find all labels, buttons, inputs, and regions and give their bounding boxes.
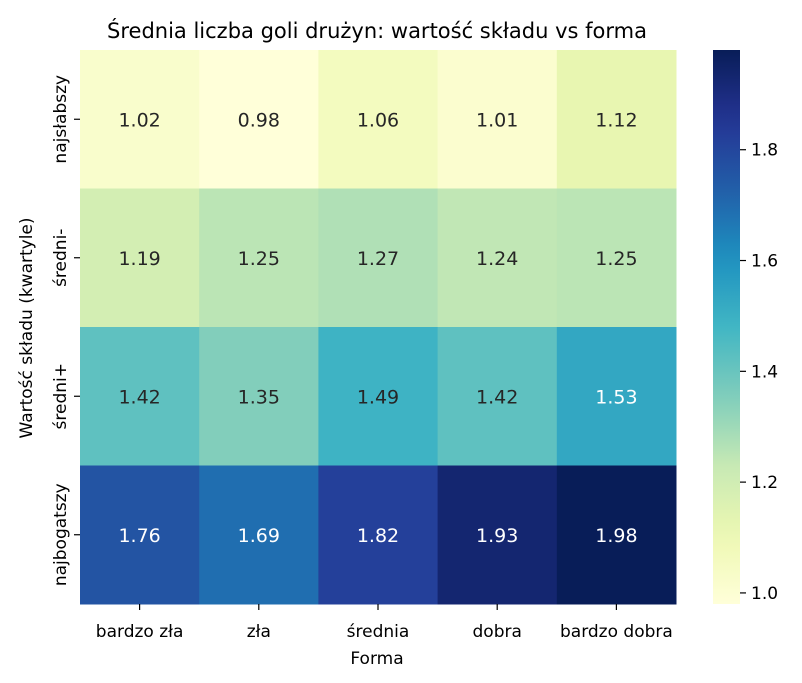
cell-value-label: 0.98 <box>238 109 280 131</box>
heatmap-cell <box>556 188 677 328</box>
y-tick-label: średni+ <box>51 363 71 429</box>
heatmap-cell <box>199 50 319 189</box>
cell-value-label: 1.25 <box>238 248 280 270</box>
colorbar-gradient <box>713 50 740 604</box>
heatmap-cell <box>80 465 200 605</box>
cell-value-label: 1.02 <box>118 109 160 131</box>
x-axis-label: Forma <box>350 649 403 669</box>
colorbar-tick-label: 1.4 <box>751 362 778 382</box>
y-axis-label: Wartość składu (kwartyle) <box>17 217 37 438</box>
cell-value-label: 1.12 <box>595 109 637 131</box>
chart-title: Średnia liczba goli drużyn: wartość skła… <box>107 18 647 43</box>
x-tick-label: bardzo zła <box>96 622 184 642</box>
heatmap-cell <box>80 50 200 189</box>
cell-value-label: 1.93 <box>476 525 518 547</box>
cell-value-label: 1.27 <box>357 248 399 270</box>
cell-value-label: 1.69 <box>238 525 280 547</box>
colorbar-tick-label: 1.8 <box>751 141 778 161</box>
cell-value-label: 1.42 <box>476 386 518 408</box>
cell-value-label: 1.49 <box>357 386 399 408</box>
colorbar-tick-label: 1.2 <box>751 473 778 493</box>
heatmap-cell <box>80 188 200 328</box>
colorbar-tick-label: 1.0 <box>751 584 778 604</box>
heatmap-cell <box>318 188 439 328</box>
cell-value-label: 1.19 <box>118 248 160 270</box>
heatmap-cell <box>437 327 558 466</box>
y-tick-label: najsłabszy <box>51 75 71 164</box>
heatmap-cell <box>437 465 558 605</box>
heatmap-cell <box>318 465 439 605</box>
y-tick-label: średni- <box>51 229 71 287</box>
cell-value-label: 1.06 <box>357 109 399 131</box>
heatmap-cells <box>80 50 677 605</box>
x-tick-label: średnia <box>347 622 410 642</box>
heatmap-cell <box>556 50 677 189</box>
x-tick-label: zła <box>247 622 271 642</box>
colorbar: 1.0 1.2 1.4 1.6 1.8 <box>713 50 778 604</box>
y-tick-label: najbogatszy <box>51 483 71 586</box>
heatmap-cell <box>199 465 319 605</box>
heatmap-cell <box>437 188 558 328</box>
heatmap-cell <box>318 327 439 466</box>
heatmap-cell-labels: 1.02 0.98 1.06 1.01 1.12 1.19 1.25 1.27 1.24 1.25… <box>118 109 637 547</box>
cell-value-label: 1.25 <box>595 248 637 270</box>
x-axis: bardzo zła zła średnia dobra bardzo dobra <box>96 604 673 642</box>
cell-value-label: 1.98 <box>595 525 637 547</box>
heatmap-cell <box>199 327 319 466</box>
cell-value-label: 1.24 <box>476 248 518 270</box>
cell-value-label: 1.76 <box>118 525 160 547</box>
heatmap-cell <box>80 327 200 466</box>
x-tick-label: bardzo dobra <box>560 622 673 642</box>
colorbar-tick-label: 1.6 <box>751 252 778 272</box>
y-axis: najsłabszy średni-średni+ najbogatszy <box>51 75 80 586</box>
heatmap-cell <box>556 327 677 466</box>
heatmap-cell <box>199 188 319 328</box>
x-tick-label: dobra <box>473 622 522 642</box>
cell-value-label: 1.42 <box>118 386 160 408</box>
cell-value-label: 1.35 <box>238 386 280 408</box>
heatmap-cell <box>318 50 439 189</box>
cell-value-label: 1.53 <box>595 386 637 408</box>
cell-value-label: 1.01 <box>476 109 518 131</box>
heatmap-cell <box>437 50 558 189</box>
cell-value-label: 1.82 <box>357 525 399 547</box>
heatmap-cell <box>556 465 677 605</box>
